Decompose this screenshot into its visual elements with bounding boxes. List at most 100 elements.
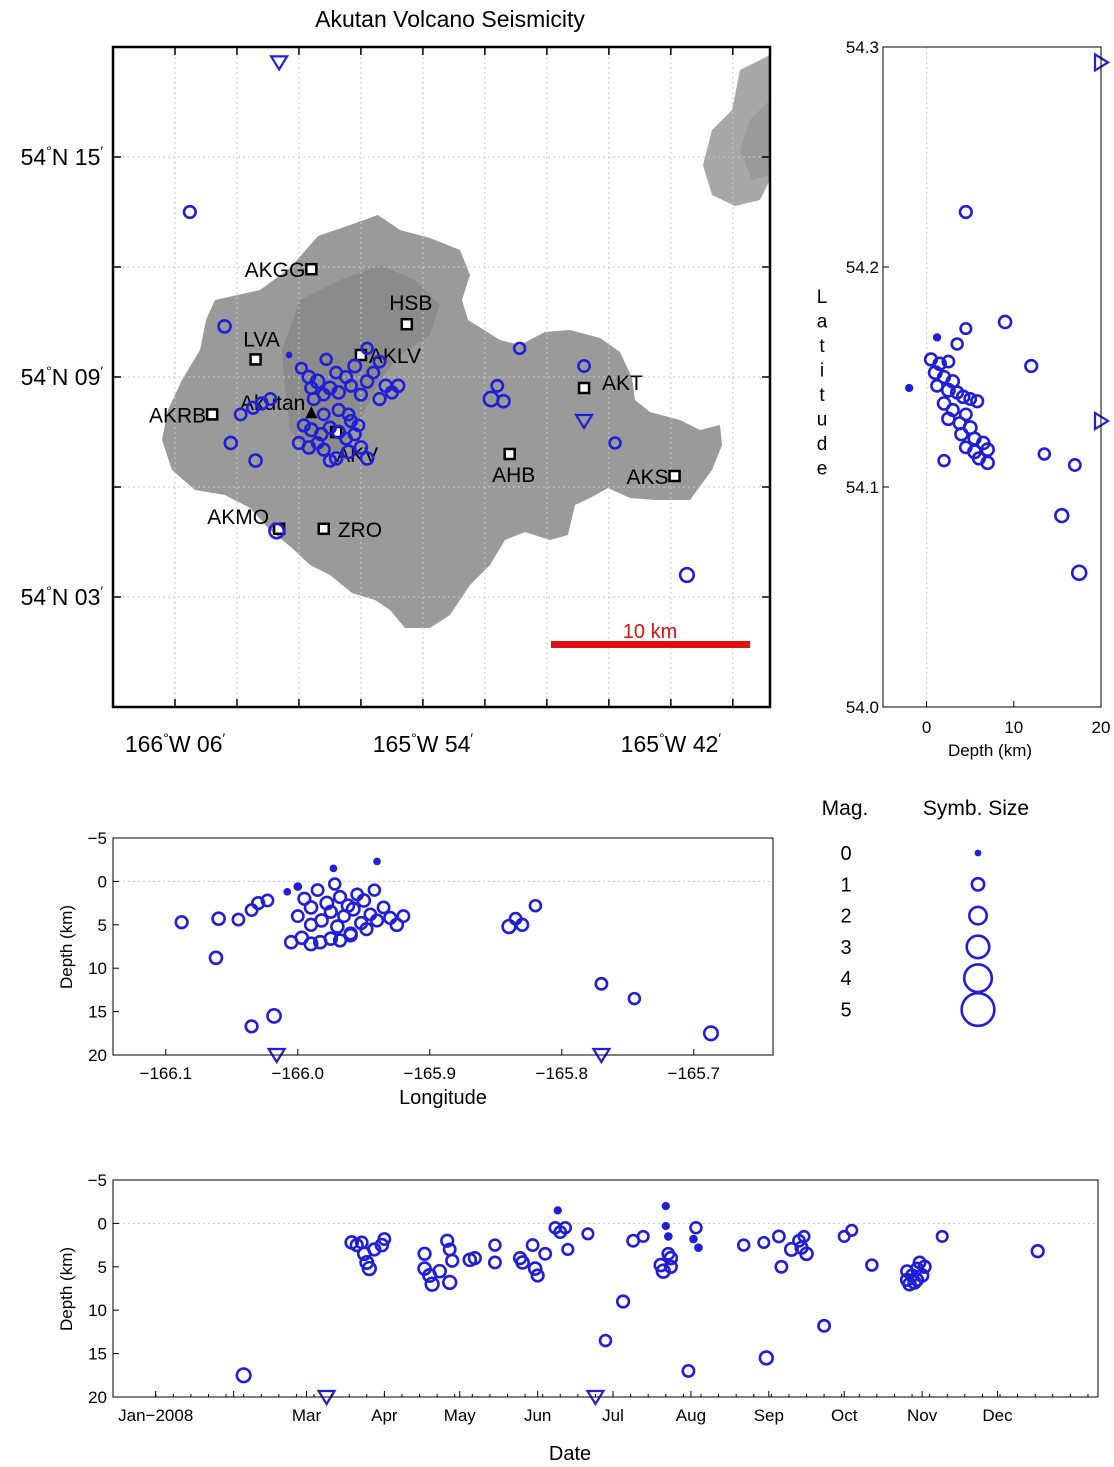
map-event-marker [316,407,331,422]
depth-time-event-marker [377,1232,392,1246]
station-label: ZRO [338,519,382,542]
map-event-marker [294,361,308,375]
depth-longitude-y-tick-label: 0 [98,872,107,891]
depth-time-axis-ticks: Jan−2008 Mar Apr May Jun Jul Aug Sep Oct Nov Dec −5… [88,1171,1089,1425]
map-triangle-markers [269,55,595,431]
lat-depth-x-tick-label: 20 [1092,718,1111,737]
depth-longitude-event-marker [330,919,345,934]
lat-depth-event-marker [954,426,969,442]
map-event-markers [182,204,696,584]
depth-longitude-event-marker [376,900,391,915]
map-event-marker [268,522,286,540]
map-event-marker [296,418,312,433]
depth-time-event-marker [817,1318,832,1333]
lat-depth-event-marker [958,204,973,220]
map-panel: Akutan Volcano Seismicity AKGG HSB LVA AKLV… [21,6,772,757]
station-label: LVA [243,328,280,351]
depth-longitude-event-marker [396,909,411,924]
map-event-marker [291,435,307,451]
station-label: AKMO [207,506,269,529]
depth-longitude-event-marker [373,857,381,866]
map-event-marker [182,204,197,220]
depth-longitude-event-marker [310,883,325,898]
depth-time-event-marker [914,1268,930,1283]
station-marker [205,408,219,421]
map-event-marker [331,402,346,418]
depth-time-event-marker [655,1263,671,1279]
map-title: Akutan Volcano Seismicity [315,6,585,32]
scale-bar-line [551,641,750,648]
depth-time-y-tick-label: 0 [98,1214,107,1233]
lat-depth-event-marker [1054,507,1070,524]
depth-longitude-event-marker [251,895,266,911]
lat-depth-event-marker [1037,447,1052,461]
depth-time-event-marker [663,1259,678,1274]
legend-mag-label: 1 [840,874,851,896]
map-event-marker [608,436,622,450]
lat-depth-event-marker [1024,358,1039,374]
depth-time-x-tick-label: Mar [292,1406,322,1425]
depth-time-event-marker [774,1259,789,1274]
map-event-marker [359,451,375,466]
depth-time-x-tick-label: Sep [754,1406,784,1425]
depth-longitude-event-marker [323,904,338,919]
lat-depth-x-tick-label: 10 [1004,718,1023,737]
depth-time-x-tick-label: Nov [907,1406,938,1425]
depth-longitude-event-marker [283,887,292,896]
map-x-tick-label: 165°W 54′ [373,730,474,757]
depth-longitude-event-marker [323,931,339,947]
lat-depth-x-tick-label: 0 [922,718,931,737]
station-label: AKS [627,466,669,489]
depth-longitude-event-marker [290,909,305,924]
legend-symbol [970,876,986,892]
depth-time-event-marker [865,1258,879,1272]
depth-longitude-event-marker [231,912,246,927]
depth-time-event-marker [681,1364,696,1378]
map-event-marker [310,436,325,450]
depth-time-x-tick-label: Jul [602,1406,624,1425]
lat-depth-event-markers [905,204,1088,582]
map-event-marker [390,378,406,394]
depth-time-event-marker [487,1255,502,1270]
map-triangle-marker [574,413,595,431]
station-label: AKT [602,372,643,395]
depth-time-event-marker [561,1242,575,1256]
lat-depth-event-marker [940,382,956,398]
depth-longitude-event-marker [266,1008,282,1024]
depth-longitude-event-marker [244,903,259,917]
depth-longitude-xlabel: Longitude [399,1087,487,1109]
depth-longitude-event-marker [303,936,319,952]
depth-longitude-event-marker [356,893,372,908]
station-label: HSB [389,292,432,315]
map-event-marker [263,392,278,406]
depth-longitude-event-marker [303,900,319,915]
depth-time-event-markers [235,1201,1045,1384]
depth-time-event-marker [417,1246,432,1261]
map-event-marker [328,451,344,466]
map-grid [113,46,770,707]
map-event-marker [341,444,357,460]
depth-time-event-marker [757,1235,771,1250]
lat-depth-event-marker [1067,458,1082,472]
depth-time-event-marker [235,1367,252,1384]
depth-longitude-event-marker [345,901,361,917]
depth-time-event-marker [694,1243,703,1253]
map-event-marker [322,453,338,468]
map-event-marker [319,352,333,367]
depth-time-event-marker [374,1237,390,1253]
depth-longitude-event-marker [260,893,275,908]
map-event-marker [347,358,363,374]
depth-time-event-marker [1030,1244,1045,1259]
depth-time-event-marker [771,1229,786,1244]
station-marker [305,262,318,276]
depth-longitude-x-tick-label: −165.7 [668,1064,720,1083]
map-event-marker [372,354,387,369]
depth-longitude-event-marker [528,898,543,913]
station-label: AKGG [245,259,306,282]
legend-mag-label: 5 [840,1000,851,1022]
depth-longitude-event-marker [293,882,303,891]
scale-bar: 10 km [551,621,750,648]
map-event-marker [577,359,591,373]
depth-longitude-event-marker [627,991,642,1006]
